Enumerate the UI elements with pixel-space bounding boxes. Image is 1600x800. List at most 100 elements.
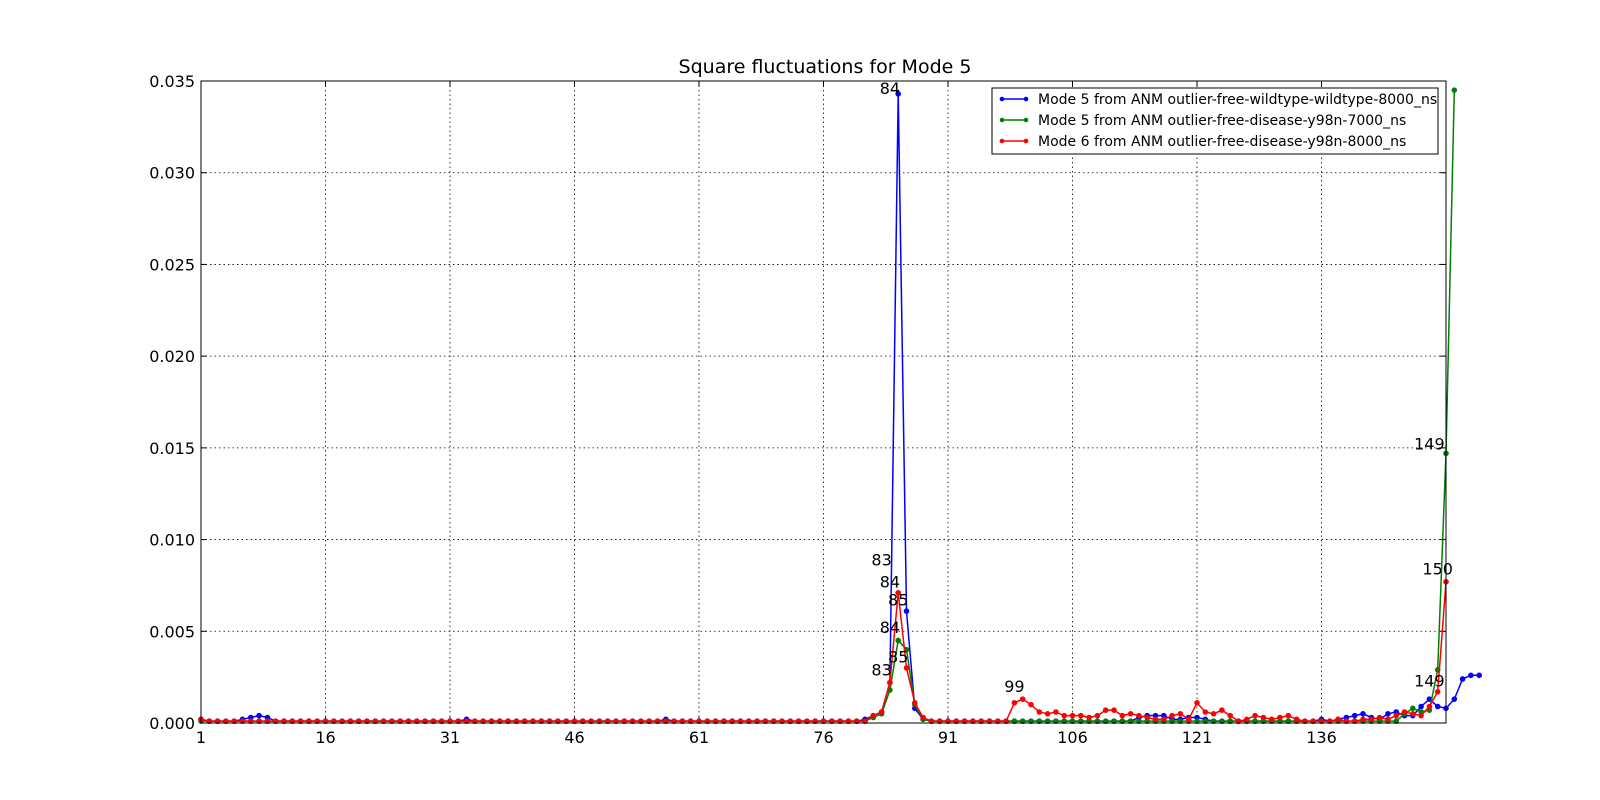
y-tick-label: 0.005 <box>149 622 195 641</box>
data-point <box>1260 714 1267 721</box>
data-point <box>903 665 910 671</box>
data-point <box>1177 711 1184 717</box>
data-point <box>1451 696 1458 702</box>
data-point <box>903 608 910 614</box>
data-point <box>1127 711 1134 717</box>
data-point <box>1368 716 1375 723</box>
data-point <box>1227 712 1233 719</box>
legend-box <box>991 87 1439 155</box>
data-point <box>1401 709 1408 715</box>
point-label: 150 <box>1422 559 1453 578</box>
data-point <box>1418 712 1424 719</box>
data-point <box>895 589 902 596</box>
data-point <box>912 700 918 706</box>
data-point <box>1451 87 1458 93</box>
legend-swatch-marker <box>1023 96 1029 102</box>
data-point <box>1094 712 1101 719</box>
data-point <box>1293 716 1300 723</box>
series-2 <box>198 87 1458 724</box>
data-point <box>1351 712 1358 719</box>
legend-swatch-marker <box>999 96 1005 102</box>
data-point <box>1418 703 1424 710</box>
y-tick-label: 0.015 <box>149 439 195 458</box>
data-point <box>1410 705 1416 712</box>
data-point <box>1426 703 1433 710</box>
data-point <box>1277 714 1283 721</box>
legend-swatch-marker <box>999 117 1005 123</box>
data-point <box>1393 712 1399 719</box>
data-point <box>1219 707 1225 713</box>
x-tick-label: 136 <box>1306 728 1337 747</box>
x-tick-label: 16 <box>315 728 335 747</box>
data-point <box>1244 716 1250 723</box>
point-label: 83 <box>871 660 891 679</box>
data-point <box>1434 689 1441 695</box>
data-point <box>1169 712 1175 719</box>
x-tick-label: 46 <box>564 728 584 747</box>
chart-title: Square fluctuations for Mode 5 <box>679 56 972 78</box>
y-tick-label: 0.035 <box>149 72 195 91</box>
data-point <box>1161 716 1167 723</box>
x-tick-label: 61 <box>689 728 709 747</box>
y-tick-label: 0.020 <box>149 347 195 366</box>
data-point <box>1019 696 1026 702</box>
data-point <box>920 714 926 721</box>
data-point <box>1061 712 1067 719</box>
series-3 <box>198 578 1449 724</box>
point-label: 99 <box>1004 677 1024 696</box>
x-tick-label: 91 <box>938 728 958 747</box>
legend-swatch-marker <box>1023 117 1029 123</box>
axis-ticks: 1 16 31 46 61 76 91 106 121 136 0.000 0.005 0.010 0.0… <box>149 72 1446 747</box>
data-point <box>870 712 877 719</box>
grid <box>200 80 1446 724</box>
data-point <box>1385 711 1391 717</box>
series-line <box>200 93 1480 722</box>
point-label: 84 <box>880 79 900 98</box>
data-point <box>1086 714 1092 721</box>
data-point <box>1285 712 1292 719</box>
legend-swatch-marker <box>999 138 1005 144</box>
series-layer <box>198 87 1482 724</box>
series-line <box>200 581 1447 722</box>
data-point <box>1410 711 1416 717</box>
series-line <box>201 90 1456 722</box>
data-point <box>1028 701 1034 708</box>
point-label: 83 <box>871 550 891 569</box>
y-tick-label: 0.025 <box>149 255 195 274</box>
data-point <box>1036 709 1043 715</box>
x-tick-label: 1 <box>196 728 206 747</box>
data-point <box>1360 711 1366 717</box>
legend-label: Mode 6 from ANM outlier-free-disease-y98… <box>1038 134 1406 150</box>
x-tick-label: 121 <box>1182 728 1213 747</box>
data-point <box>1119 712 1126 719</box>
data-point <box>1102 707 1109 713</box>
data-point <box>1136 712 1142 719</box>
data-point <box>1210 711 1217 717</box>
data-point <box>1459 676 1466 682</box>
y-tick-label: 0.000 <box>149 714 195 733</box>
data-point <box>1468 672 1474 679</box>
plot-frame <box>200 80 1447 724</box>
point-label: 84 <box>880 572 900 591</box>
data-point <box>1078 712 1084 719</box>
data-point <box>895 91 902 97</box>
series-1 <box>198 91 1482 724</box>
data-point <box>1385 716 1391 723</box>
data-point <box>1434 703 1441 710</box>
data-point <box>1185 716 1192 723</box>
point-label: 85 <box>888 591 908 610</box>
data-point <box>1360 716 1366 723</box>
data-point <box>1044 711 1051 717</box>
data-point <box>1476 672 1482 679</box>
data-point <box>1194 700 1200 706</box>
point-label: 84 <box>880 618 900 637</box>
legend: Mode 5 from ANM outlier-free-wildtype-wi… <box>991 87 1439 155</box>
data-point <box>878 709 885 715</box>
data-point <box>895 637 902 644</box>
point-label: 149 <box>1414 671 1445 690</box>
legend-label: Mode 5 from ANM outlier-free-disease-y98… <box>1038 113 1406 129</box>
point-label: 149 <box>1414 435 1445 454</box>
data-point <box>1011 700 1018 706</box>
